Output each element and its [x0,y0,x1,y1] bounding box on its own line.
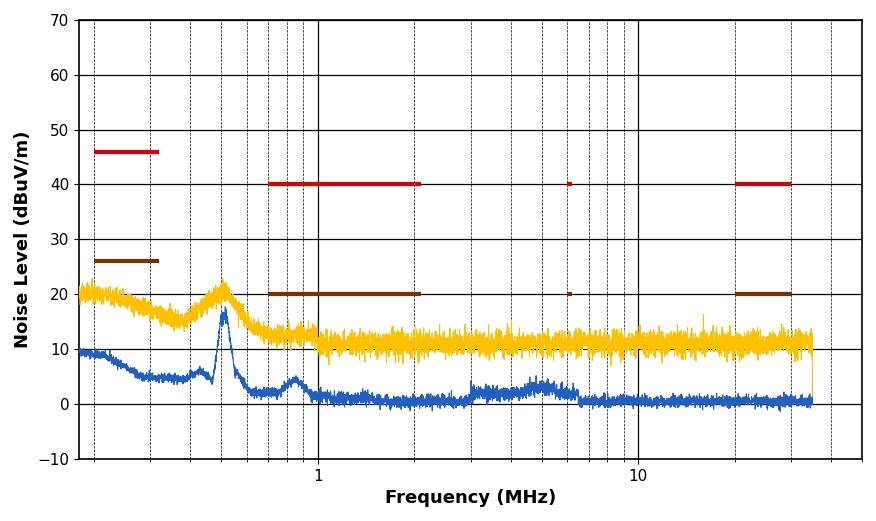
Y-axis label: Noise Level (dBuV/m): Noise Level (dBuV/m) [14,131,32,348]
X-axis label: Frequency (MHz): Frequency (MHz) [385,489,556,507]
